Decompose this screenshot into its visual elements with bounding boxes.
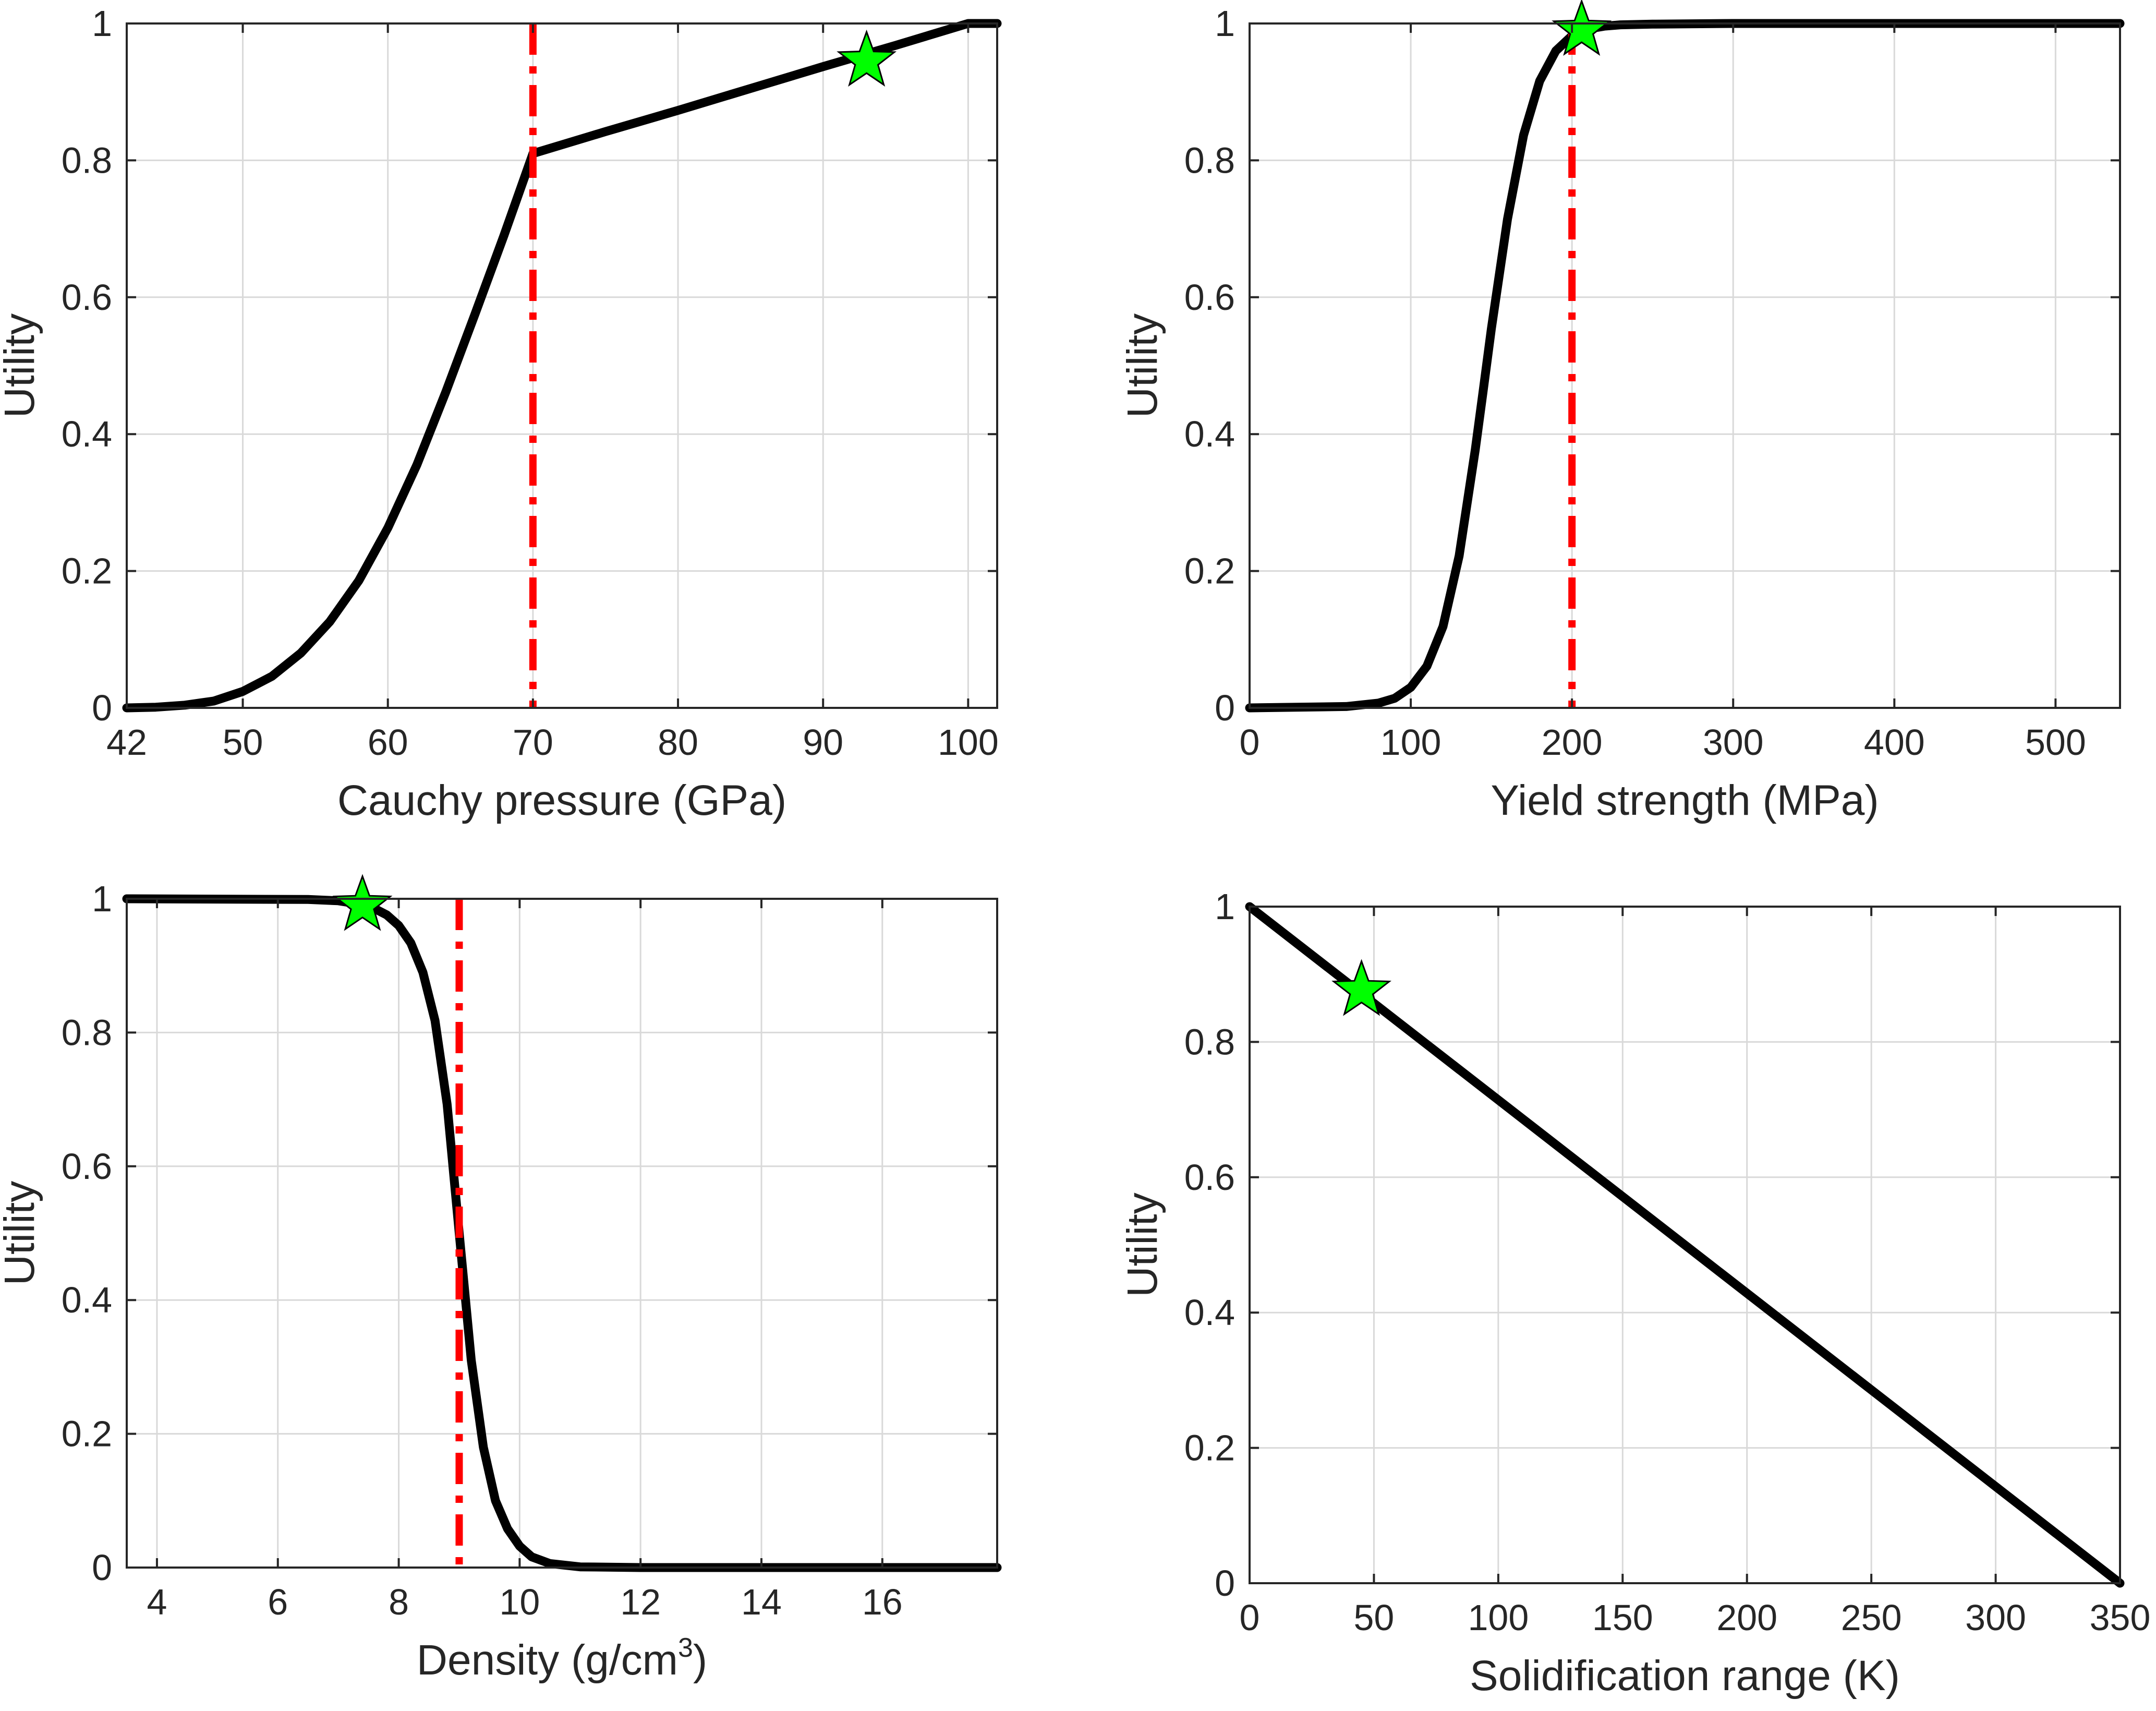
x-axis-label-superscript: 3 [678, 1633, 693, 1663]
x-tick-label: 16 [862, 1582, 903, 1622]
y-tick-label: 0.2 [62, 551, 112, 592]
y-tick-label: 0.6 [62, 1146, 112, 1187]
y-axis-label: Utility [1119, 1192, 1166, 1297]
y-tick-label: 0 [92, 688, 112, 728]
y-axis-label: Utility [0, 1181, 43, 1285]
x-tick-label: 90 [803, 722, 843, 763]
x-tick-label: 42 [106, 722, 147, 763]
y-tick-label: 0.4 [62, 1280, 112, 1320]
y-tick-label: 0.2 [62, 1414, 112, 1454]
plot-area [1250, 23, 2120, 708]
y-tick-label: 0.6 [1184, 1157, 1235, 1198]
x-tick-label: 300 [1703, 722, 1764, 763]
y-tick-label: 0.4 [1184, 1292, 1235, 1333]
y-tick-label: 1 [92, 878, 112, 919]
star-marker [837, 29, 897, 87]
series-line-utility [1245, 902, 2125, 1588]
x-tick-label: 80 [658, 722, 698, 763]
x-tick-label: 10 [499, 1582, 540, 1622]
x-tick-label: 0 [1240, 1597, 1260, 1638]
x-axis-label: Solidification range (K) [1470, 1652, 1900, 1700]
x-tick-label: 12 [620, 1582, 661, 1622]
x-tick-label: 50 [223, 722, 263, 763]
x-tick-label: 300 [1965, 1597, 2026, 1638]
y-tick-label: 0 [1215, 1563, 1235, 1604]
chart-cauchy: 42 50 60 70 80 90 100 0 0.2 0.4 0.6 0.8 1 Cauchy pres… [0, 3, 1002, 824]
y-tick-label: 0.8 [1184, 1021, 1235, 1062]
chart-yield: 0 100 200 300 400 500 0 0.2 0.4 0.6 0.8 1 Yield stre… [1119, 0, 2125, 824]
x-tick-label: 0 [1240, 722, 1260, 763]
y-tick-label: 1 [1215, 886, 1235, 927]
y-axis-label: Utility [0, 314, 43, 418]
x-tick-label: 400 [1864, 722, 1925, 763]
x-tick-label: 250 [1841, 1597, 1902, 1638]
x-axis-label: Cauchy pressure (GPa) [337, 777, 786, 824]
star-marker [1552, 0, 1612, 56]
x-tick-label: 350 [2090, 1597, 2151, 1638]
y-tick-label: 0 [92, 1547, 112, 1588]
y-tick-label: 0.6 [1184, 277, 1235, 318]
x-tick-label: 200 [1542, 722, 1603, 763]
axes-box [1249, 22, 2121, 709]
x-axis-label: Yield strength (MPa) [1491, 777, 1879, 824]
series-line-utility [1245, 19, 2125, 713]
y-tick-label: 0.8 [62, 140, 112, 180]
x-tick-label: 100 [938, 722, 999, 763]
x-tick-label: 100 [1468, 1597, 1529, 1638]
y-tick-label: 0.4 [1184, 414, 1235, 454]
x-tick-label: 14 [741, 1582, 782, 1622]
y-tick-label: 1 [92, 3, 112, 44]
axes-box [126, 22, 998, 709]
y-tick-label: 0.4 [62, 414, 112, 454]
star-marker [332, 874, 393, 931]
x-tick-label: 6 [268, 1582, 288, 1622]
x-tick-label: 60 [368, 722, 408, 763]
x-tick-label: 100 [1380, 722, 1442, 763]
series-line-utility [122, 19, 1002, 713]
y-tick-label: 0.2 [1184, 1428, 1235, 1468]
y-axis-label: Utility [1119, 314, 1166, 418]
plot-area [127, 899, 997, 1568]
y-tick-label: 1 [1215, 3, 1235, 44]
plot-area [127, 23, 997, 708]
x-tick-label: 150 [1592, 1597, 1653, 1638]
axes-box [126, 898, 998, 1569]
x-tick-label: 70 [513, 722, 553, 763]
y-tick-label: 0.2 [1184, 551, 1235, 592]
chart-solidification: 0 50 100 150 200 250 300 350 0 0.2 0.4 0.6 0.8 1 Solid… [1119, 886, 2150, 1700]
y-tick-label: 0 [1215, 688, 1235, 728]
x-tick-label: 4 [147, 1582, 167, 1622]
star-marker [1331, 959, 1391, 1016]
axes-box [1249, 906, 2121, 1584]
y-tick-label: 0.6 [62, 277, 112, 318]
x-axis-label: Density (g/cm3) [417, 1633, 707, 1684]
chart-density: 4 6 8 10 12 14 16 0 0.2 0.4 0.6 0.8 1 Density (g/cm3)… [0, 874, 1002, 1684]
y-tick-label: 0.8 [62, 1012, 112, 1053]
y-tick-label: 0.8 [1184, 140, 1235, 180]
x-tick-label: 50 [1353, 1597, 1394, 1638]
x-tick-label: 200 [1716, 1597, 1777, 1638]
x-tick-label: 500 [2025, 722, 2086, 763]
x-tick-label: 8 [389, 1582, 409, 1622]
